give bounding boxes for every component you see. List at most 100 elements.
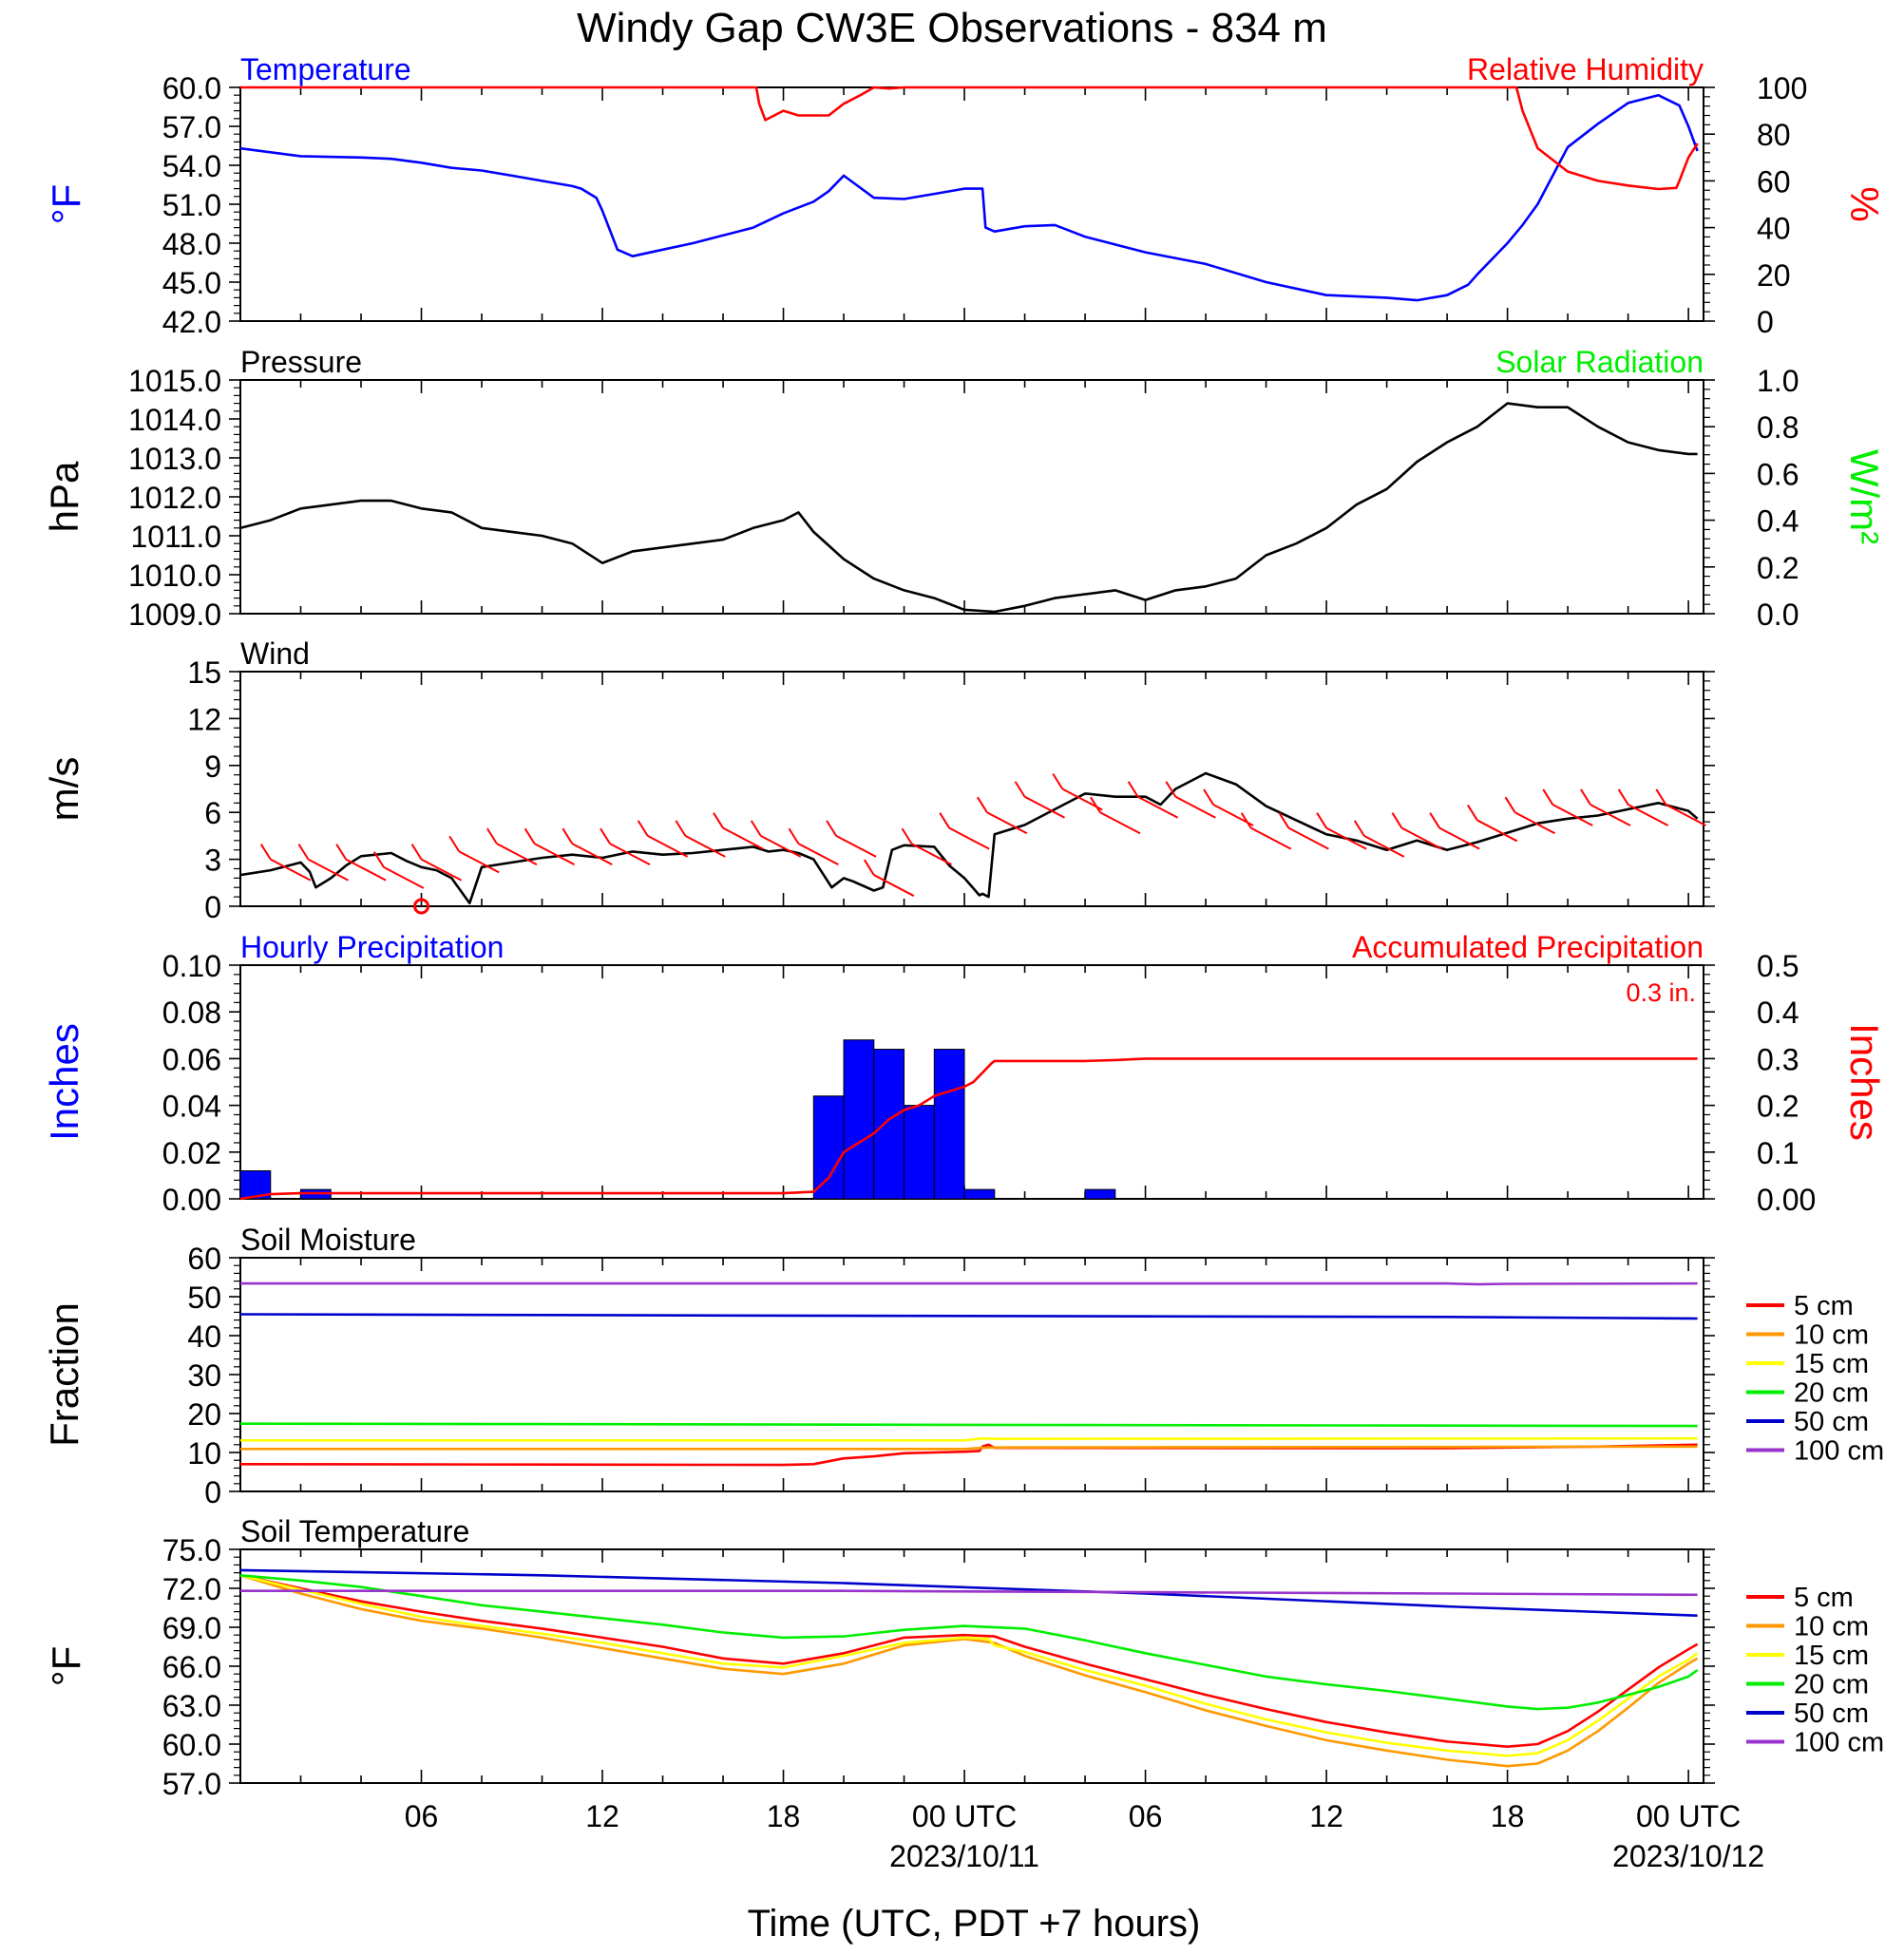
y-right-tick-label: 0.4 bbox=[1757, 504, 1799, 539]
x-tick-label: 06 bbox=[405, 1799, 439, 1833]
wind-barb bbox=[1287, 826, 1329, 850]
x-tick-date: 2023/10/11 bbox=[889, 1839, 1039, 1873]
wind-barb bbox=[1476, 819, 1518, 843]
y-tick-label: 30 bbox=[187, 1358, 221, 1393]
y-right-tick-label: 0.5 bbox=[1757, 949, 1799, 983]
y-tick-label: 1009.0 bbox=[128, 598, 221, 632]
wind-barb bbox=[1580, 788, 1591, 806]
wind-barb bbox=[609, 843, 651, 866]
y-tick-label: 1015.0 bbox=[128, 364, 221, 398]
y-right-tick-label: 0.3 bbox=[1757, 1042, 1799, 1076]
y-tick-label: 12 bbox=[187, 702, 221, 736]
panel-frame bbox=[239, 1548, 1704, 1784]
legend-label: 50 cm bbox=[1794, 1407, 1869, 1437]
legend-label: 5 cm bbox=[1794, 1291, 1854, 1321]
x-tick-label: 12 bbox=[1309, 1799, 1343, 1833]
wind-barb bbox=[1590, 804, 1631, 826]
wind-barb bbox=[1099, 811, 1141, 835]
y-axis-label-right: W/m² bbox=[1842, 449, 1887, 544]
x-axis: 06 12 18 00 UTC 2023/10/11 06 12 18 00 UTC 2023/1… bbox=[405, 1799, 1764, 1873]
legend-label: 10 cm bbox=[1794, 1320, 1869, 1351]
legend-label: 50 cm bbox=[1794, 1699, 1869, 1729]
y-tick-label: 63.0 bbox=[162, 1689, 221, 1723]
legend-label: 15 cm bbox=[1794, 1349, 1869, 1379]
y-tick-label: 0 bbox=[204, 890, 221, 924]
wind-barb bbox=[647, 835, 689, 858]
wind-barb bbox=[977, 796, 988, 813]
series-line-5-cm bbox=[239, 1574, 1699, 1748]
wind-barb bbox=[534, 843, 576, 866]
wind-barb bbox=[1438, 826, 1480, 850]
panel-pressure: 1015.0 1014.0 1013.0 1012.0 1011.0 1010.0 1009… bbox=[42, 345, 1887, 632]
panel-precip: 0.10 0.08 0.06 0.04 0.02 0.00 0.5 0.4 0.3 0.2 0.1 0… bbox=[42, 930, 1887, 1217]
y-tick-label: 45.0 bbox=[162, 266, 221, 300]
panel-title-left: Temperature bbox=[240, 52, 411, 86]
panel-title-left: Hourly Precipitation bbox=[240, 930, 504, 964]
wind-barb bbox=[901, 827, 913, 845]
y-tick-label: 66.0 bbox=[162, 1650, 221, 1684]
legend-label: 100 cm bbox=[1794, 1436, 1884, 1467]
wind-barb bbox=[1542, 788, 1554, 806]
wind-barb bbox=[372, 851, 385, 868]
y-tick-label: 10 bbox=[187, 1436, 221, 1471]
wind-barb bbox=[496, 843, 538, 866]
y-right-tick-label: 0.0 bbox=[1757, 598, 1799, 632]
panel-frame bbox=[239, 86, 1704, 322]
wind-barb bbox=[760, 835, 802, 858]
y-right-tick-label: 0.1 bbox=[1757, 1136, 1799, 1170]
y-axis-label-left: °F bbox=[44, 1646, 88, 1686]
y-axis-label-left: Fraction bbox=[42, 1302, 86, 1447]
y-right-tick-label: 80 bbox=[1757, 118, 1791, 152]
y-right-tick-label: 100 bbox=[1757, 71, 1807, 105]
wind-barb bbox=[1203, 788, 1214, 806]
panel-frame bbox=[239, 671, 1704, 907]
y-tick-label: 1011.0 bbox=[131, 520, 222, 554]
wind-barb bbox=[1278, 812, 1290, 829]
y-tick-label: 57.0 bbox=[162, 1767, 221, 1801]
y-tick-label: 72.0 bbox=[162, 1572, 221, 1606]
panel-temp_rh: 60.0 57.0 54.0 51.0 48.0 45.0 42.0 100 80 60 40 20 0… bbox=[44, 52, 1887, 339]
y-tick-label: 54.0 bbox=[162, 149, 221, 183]
wind-barb bbox=[675, 820, 687, 837]
panel-title-right: Solar Radiation bbox=[1495, 345, 1704, 379]
x-tick-label: 18 bbox=[767, 1799, 801, 1833]
y-right-tick-label: 0.4 bbox=[1757, 996, 1799, 1030]
panel-title-left: Pressure bbox=[240, 345, 362, 379]
calm-wind-marker bbox=[413, 898, 430, 915]
wind-barb bbox=[421, 858, 462, 882]
wind-barb bbox=[863, 859, 875, 876]
wind-barb bbox=[1090, 796, 1101, 813]
series-line-20-cm bbox=[239, 1574, 1699, 1711]
panel-title-left: Soil Temperature bbox=[240, 1514, 469, 1548]
wind-barb bbox=[750, 820, 762, 837]
y-right-tick-label: 0.6 bbox=[1757, 457, 1799, 491]
precip-bar bbox=[873, 1049, 905, 1200]
y-tick-label: 20 bbox=[187, 1397, 221, 1432]
wind-barb bbox=[826, 820, 837, 837]
y-tick-label: 40 bbox=[187, 1319, 221, 1354]
panel-title-left: Soil Moisture bbox=[240, 1223, 416, 1257]
precip-bar bbox=[843, 1039, 875, 1200]
y-axis-label-left: hPa bbox=[42, 461, 86, 532]
wind-barb bbox=[1137, 795, 1179, 819]
series-line-15-cm bbox=[240, 1436, 1698, 1442]
x-tick-label: 06 bbox=[1129, 1799, 1163, 1833]
y-axis-label-left: m/s bbox=[42, 757, 86, 822]
x-tick-label: 00 UTC bbox=[1636, 1799, 1741, 1833]
wind-barb bbox=[1014, 781, 1026, 798]
series-line-10-cm bbox=[240, 1445, 1698, 1451]
series-line-pressure bbox=[239, 402, 1698, 614]
y-tick-label: 1014.0 bbox=[128, 403, 221, 437]
y-tick-label: 1013.0 bbox=[128, 442, 221, 476]
y-right-tick-label: 0 bbox=[1757, 305, 1774, 339]
wind-barb bbox=[1391, 812, 1403, 829]
wind-barb bbox=[524, 827, 536, 845]
y-tick-label: 0.10 bbox=[162, 949, 221, 983]
precip-bar bbox=[1084, 1188, 1116, 1200]
wind-barb bbox=[1628, 804, 1669, 826]
wind-barb bbox=[713, 812, 724, 829]
y-right-tick-label: 0.2 bbox=[1757, 1090, 1799, 1124]
wind-barb bbox=[1052, 772, 1064, 790]
